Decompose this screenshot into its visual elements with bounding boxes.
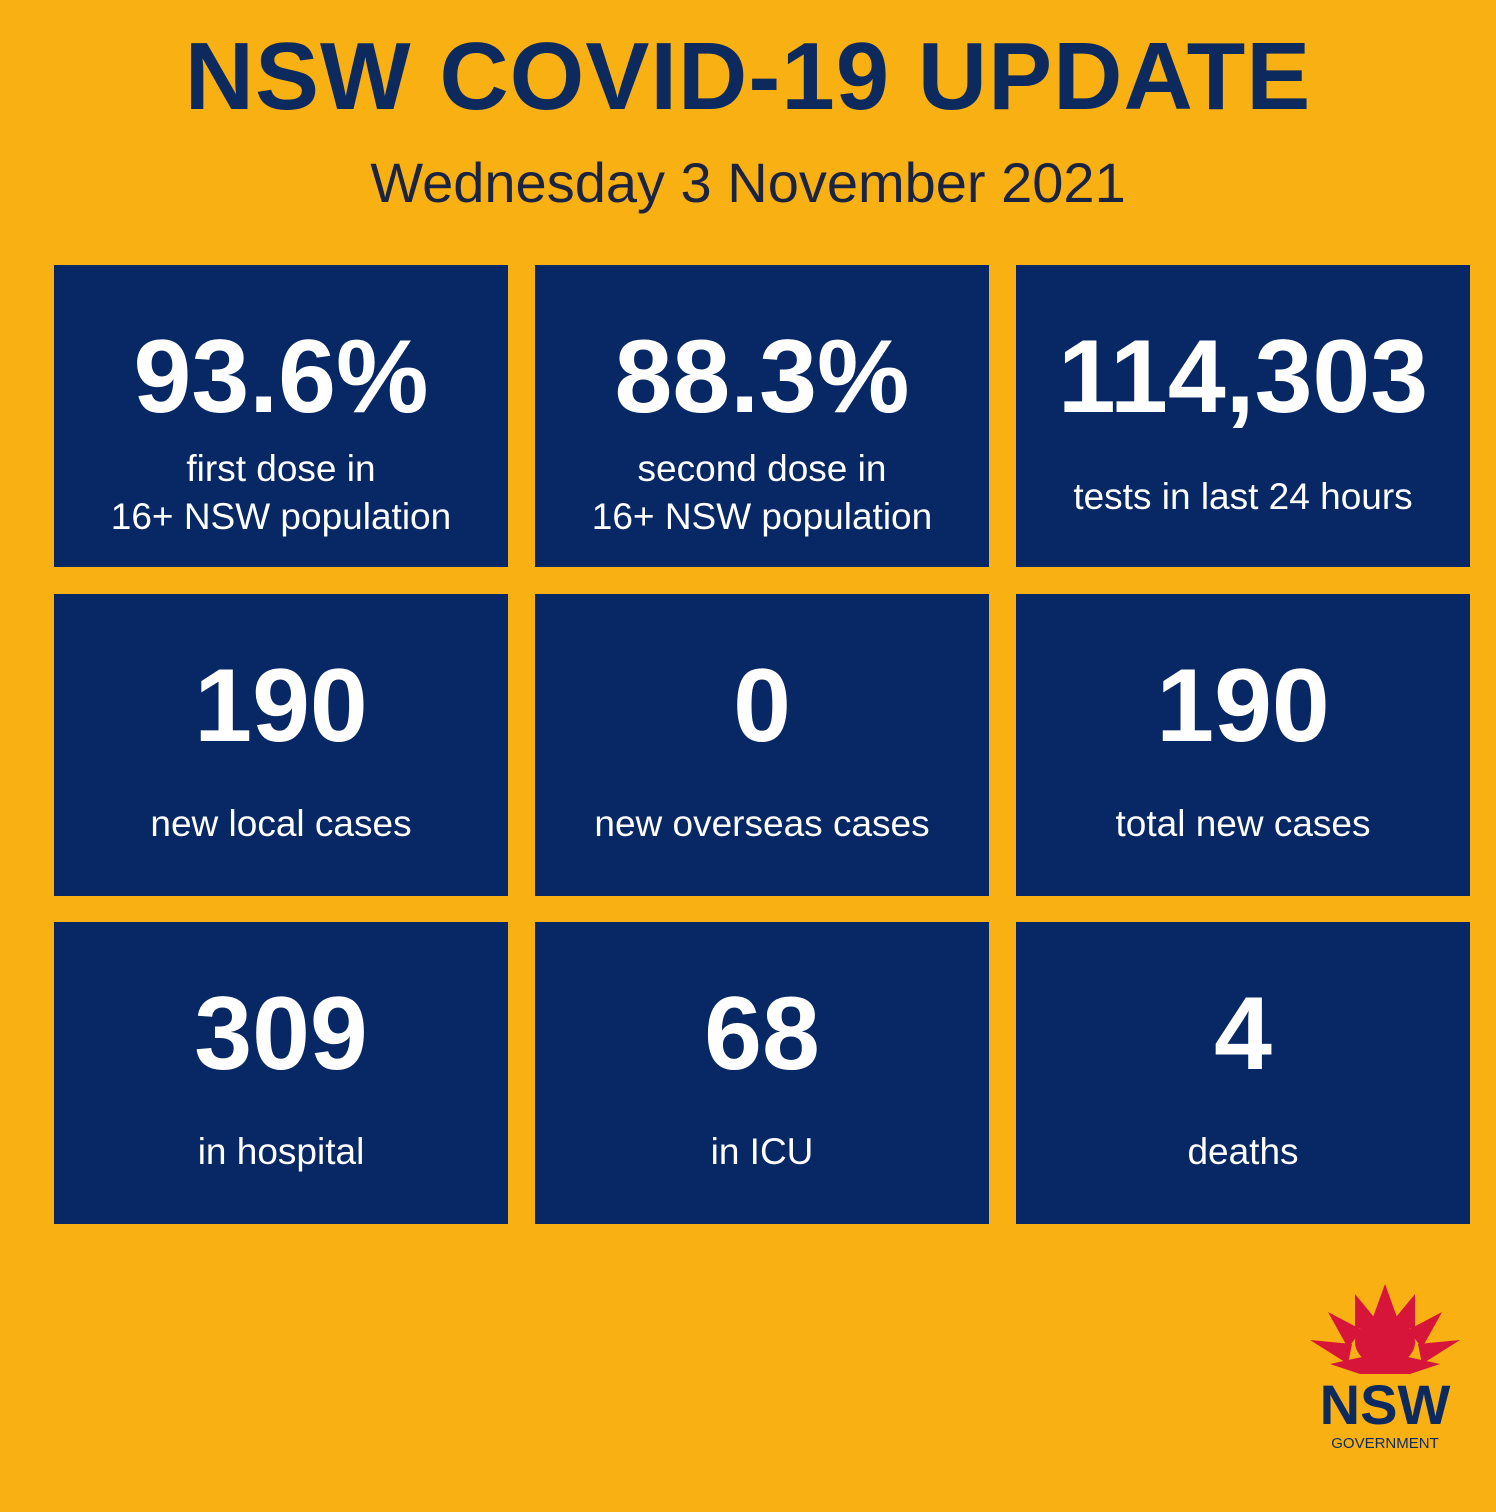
stat-label-line: deaths [1187, 1131, 1299, 1172]
stat-label: in ICU [535, 1128, 989, 1176]
stat-label-line: 16+ NSW population [110, 496, 452, 537]
stat-tile: 93.6% first dose in 16+ NSW population [54, 265, 508, 567]
stat-label-line: tests in last 24 hours [1073, 476, 1413, 517]
stat-label: in hospital [54, 1128, 508, 1176]
stat-label: new overseas cases [535, 800, 989, 848]
subtitle: Wednesday 3 November 2021 [370, 151, 1126, 214]
stat-label: tests in last 24 hours [1016, 473, 1470, 521]
stat-value: 68 [704, 976, 820, 1092]
stat-tile: 190 new local cases [54, 594, 508, 896]
stat-value: 0 [733, 648, 791, 764]
stat-label: deaths [1016, 1128, 1470, 1176]
stat-label-line: in hospital [197, 1131, 365, 1172]
stat-value: 93.6% [133, 319, 429, 435]
nsw-logo: NSW GOVERNMENT [1310, 1284, 1460, 1452]
waratah [1310, 1284, 1460, 1374]
logo-sub: GOVERNMENT [1331, 1435, 1439, 1452]
title: NSW COVID-19 UPDATE [184, 23, 1312, 130]
stat-label-line: in ICU [710, 1131, 814, 1172]
stat-label-line: first dose in [186, 448, 376, 489]
stat-label: total new cases [1016, 800, 1470, 848]
stat-label: new local cases [54, 800, 508, 848]
stat-label: second dose in 16+ NSW population [535, 445, 989, 541]
stat-label-line: new local cases [150, 803, 412, 844]
stat-tile: 0 new overseas cases [535, 594, 989, 896]
stat-label-line: total new cases [1115, 803, 1371, 844]
stat-label-line: new overseas cases [594, 803, 930, 844]
stat-label: first dose in 16+ NSW population [54, 445, 508, 541]
stat-tile: 114,303 tests in last 24 hours [1016, 265, 1470, 567]
stat-value: 190 [1156, 648, 1330, 764]
stat-label-line: 16+ NSW population [591, 496, 933, 537]
stat-value: 190 [194, 648, 368, 764]
stat-value: 114,303 [1057, 319, 1429, 435]
stat-tile: 88.3% second dose in 16+ NSW population [535, 265, 989, 567]
logo-name: NSW [1320, 1373, 1451, 1436]
stat-value: 309 [194, 976, 368, 1092]
stat-value: 4 [1214, 976, 1272, 1092]
stat-value: 88.3% [614, 319, 910, 435]
stat-tile: 309 in hospital [54, 922, 508, 1224]
stat-tile: 190 total new cases [1016, 594, 1470, 896]
stat-label-line: second dose in [637, 448, 887, 489]
stat-tile: 68 in ICU [535, 922, 989, 1224]
stat-tile: 4 deaths [1016, 922, 1470, 1224]
